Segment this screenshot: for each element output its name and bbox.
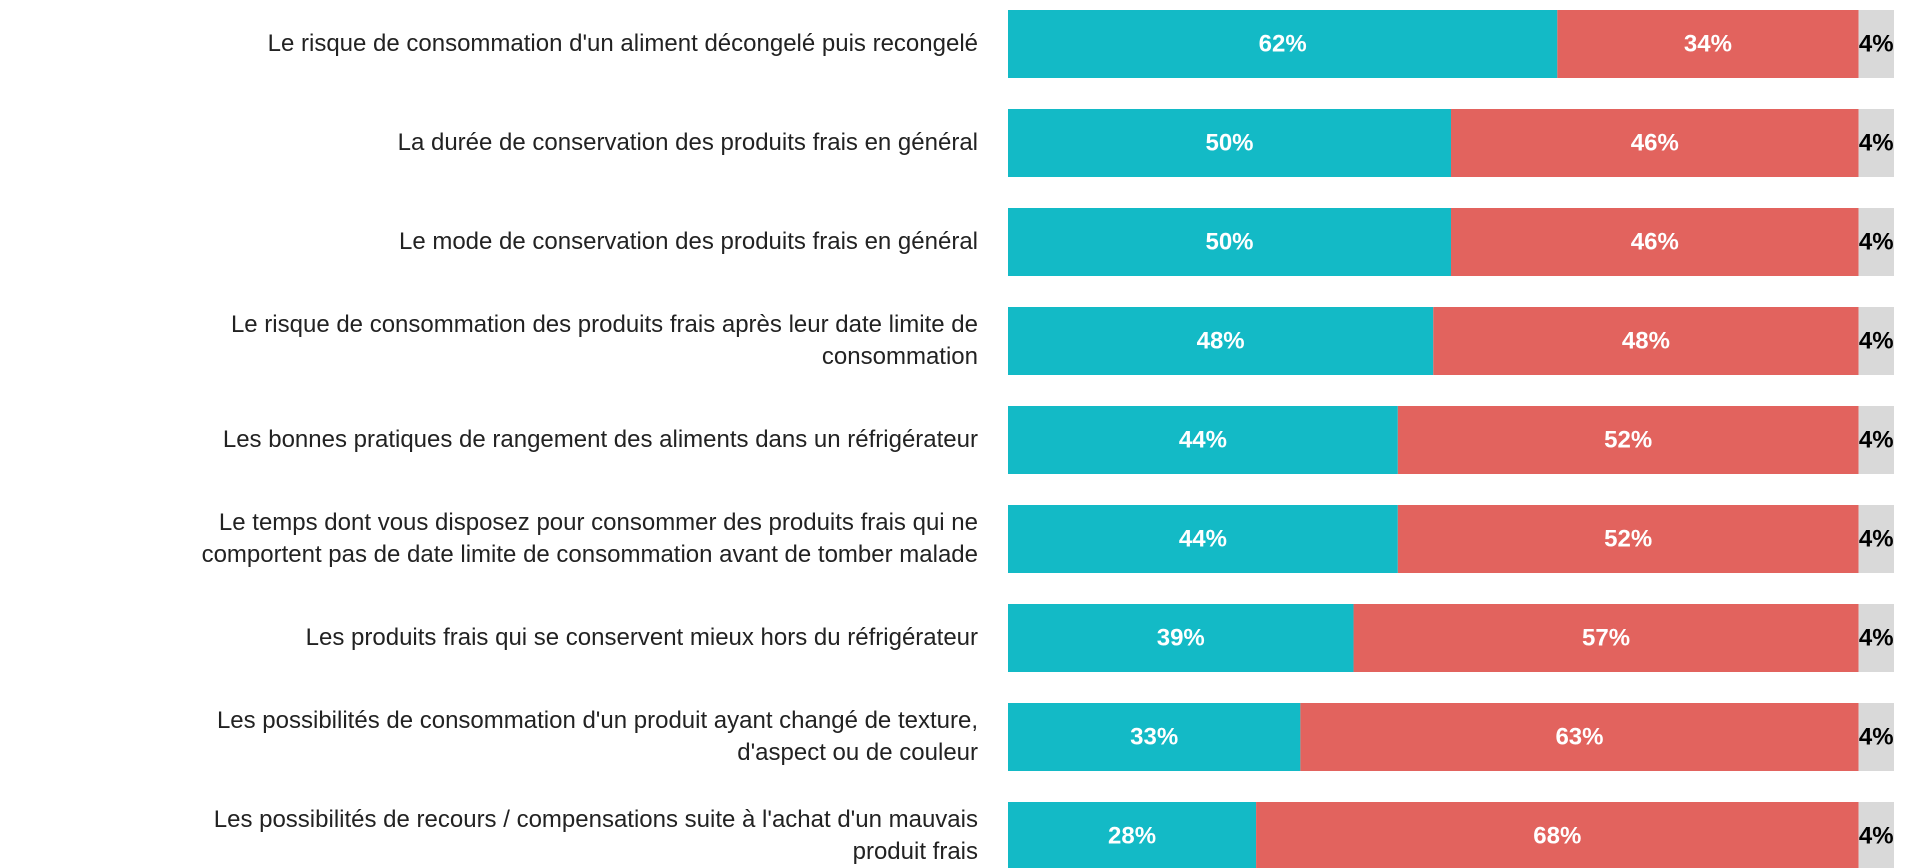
category-label: Les possibilités de consommation d'un pr… xyxy=(216,707,978,766)
bar-segment xyxy=(1858,109,1894,177)
value-label: 62% xyxy=(1259,30,1307,57)
bar-segment xyxy=(1008,109,1451,177)
bar-segment xyxy=(1008,802,1257,868)
bar-segment xyxy=(1008,208,1451,276)
category-label: Le mode de conservation des produits fra… xyxy=(398,228,978,255)
bar-segment xyxy=(1858,505,1894,573)
bar-segment xyxy=(1858,10,1894,78)
value-label: 39% xyxy=(1157,624,1205,651)
bar-segment xyxy=(1353,604,1859,672)
value-label: 4% xyxy=(1859,525,1894,552)
bar-segment xyxy=(1451,109,1859,177)
value-label: 48% xyxy=(1622,327,1670,354)
value-label: 44% xyxy=(1179,426,1227,453)
category-label: Le risque de consommation d'un aliment d… xyxy=(267,30,978,57)
value-label: 50% xyxy=(1205,129,1253,156)
bar-segment xyxy=(1008,10,1558,78)
value-label: 4% xyxy=(1859,129,1894,156)
value-label: 4% xyxy=(1859,30,1894,57)
value-label: 50% xyxy=(1205,228,1253,255)
value-label: 46% xyxy=(1631,129,1679,156)
bar-segment xyxy=(1008,406,1398,474)
category-label: Les produits frais qui se conservent mie… xyxy=(305,624,978,651)
value-label: 68% xyxy=(1533,822,1581,849)
category-label: Les bonnes pratiques de rangement des al… xyxy=(222,426,978,453)
value-label: 57% xyxy=(1582,624,1630,651)
bar-segment xyxy=(1433,307,1859,375)
bar-segment xyxy=(1256,802,1859,868)
value-label: 4% xyxy=(1859,822,1894,849)
value-label: 34% xyxy=(1684,30,1732,57)
bar-segment xyxy=(1858,208,1894,276)
value-label: 4% xyxy=(1859,327,1894,354)
bar-segment xyxy=(1008,604,1354,672)
bar-segment xyxy=(1008,703,1301,771)
category-label: Les possibilités de recours / compensati… xyxy=(213,806,978,865)
bar-segment xyxy=(1858,604,1894,672)
value-label: 4% xyxy=(1859,426,1894,453)
value-label: 33% xyxy=(1130,723,1178,750)
bar-segment xyxy=(1858,703,1894,771)
value-label: 28% xyxy=(1108,822,1156,849)
bar-segment xyxy=(1557,10,1859,78)
bar-segment xyxy=(1300,703,1859,771)
bar-segment xyxy=(1858,406,1894,474)
bar-segment xyxy=(1008,307,1434,375)
value-label: 46% xyxy=(1631,228,1679,255)
value-label: 44% xyxy=(1179,525,1227,552)
bar-segment xyxy=(1397,406,1859,474)
bar-segment xyxy=(1858,307,1894,375)
bar-segment xyxy=(1397,505,1859,573)
value-label: 63% xyxy=(1555,723,1603,750)
value-label: 48% xyxy=(1197,327,1245,354)
category-label: Le temps dont vous disposez pour consomm… xyxy=(201,509,978,568)
value-label: 4% xyxy=(1859,723,1894,750)
value-label: 52% xyxy=(1604,426,1652,453)
category-label: Le risque de consommation des produits f… xyxy=(230,311,978,370)
bar-segment xyxy=(1451,208,1859,276)
bar-segment xyxy=(1008,505,1398,573)
category-label: La durée de conservation des produits fr… xyxy=(397,129,978,156)
bar-segment xyxy=(1858,802,1894,868)
value-label: 52% xyxy=(1604,525,1652,552)
value-label: 4% xyxy=(1859,624,1894,651)
value-label: 4% xyxy=(1859,228,1894,255)
